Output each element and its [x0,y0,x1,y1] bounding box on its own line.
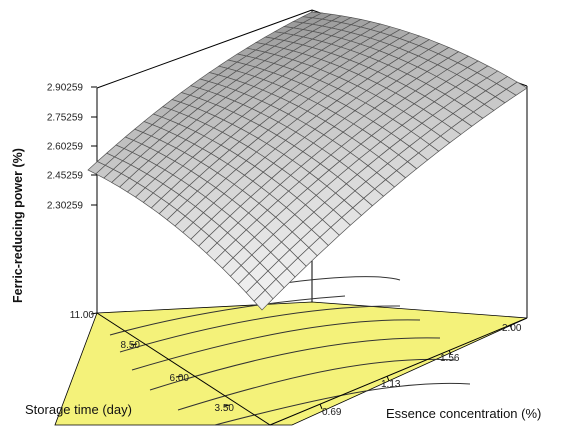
z-tick-label: 2.30259 [47,201,84,212]
essence-tick-label: 2.00 [502,323,522,334]
z-tick-label: 2.45259 [47,171,84,182]
contour-line [177,358,456,411]
essence-tick-mark [509,324,513,331]
essence-axis-title: Essence concentration (%) [386,406,541,421]
contour-line [131,319,421,371]
floor-plane [54,301,528,426]
storage-tick-mark [130,343,138,346]
z-tick-label: 2.75259 [47,113,84,124]
storage-tick-mark [223,404,231,407]
z-axis-title: Ferric-reducing power (%) [11,148,25,303]
essence-tick-mark [448,349,452,356]
contour-line [109,295,346,336]
essence-tick-mark [386,375,390,382]
axis-labels: 2.30259 2.45259 2.60259 2.75259 2.90259 3.50 6… [11,83,541,422]
essence-tick-label: 1.13 [381,379,401,390]
z-tick-label: 2.90259 [47,83,84,94]
essence-tick-label: 0.69 [322,407,342,418]
contour-line [214,382,471,426]
surface-facet [253,289,274,311]
storage-tick-label: 8.50 [121,340,141,351]
essence-tick-label: 1.56 [440,353,460,364]
contour-line [119,305,401,353]
storage-tick-label: 3.50 [215,403,235,414]
back-top-edge [96,9,313,89]
z-tick-label: 2.60259 [47,142,84,153]
storage-axis-title: Storage time (day) [25,402,132,417]
essence-tick-mark [319,403,323,410]
response-surface [87,11,528,311]
storage-tick-label: 11.00 [70,310,95,321]
axes [90,86,528,426]
storage-tick-label: 6.00 [170,373,190,384]
storage-tick-mark [175,375,183,378]
storage-axis-line [96,312,271,426]
storage-tick-mark [90,312,98,315]
essence-axis-line [269,317,528,426]
